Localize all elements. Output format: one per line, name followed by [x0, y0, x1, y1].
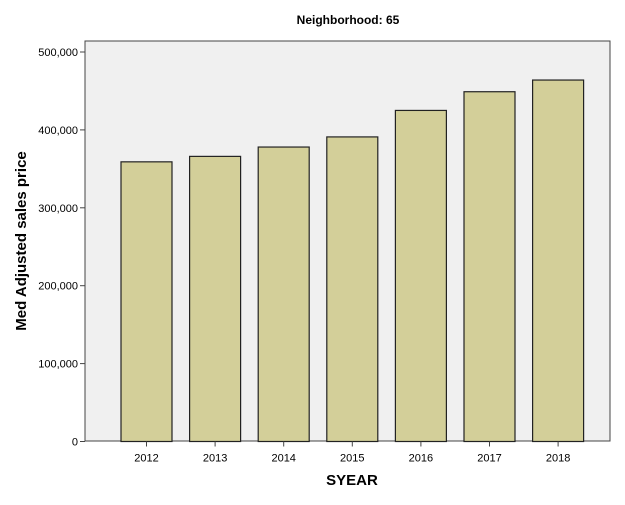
x-tick-label: 2015	[340, 453, 364, 465]
bar-2015	[326, 136, 379, 443]
x-tick-label: 2014	[271, 453, 295, 465]
bar-2017	[463, 91, 516, 443]
y-tick-label: 400,000	[38, 125, 78, 137]
x-axis: 2012 2013 2014 2015 2016 2017 2018	[134, 441, 570, 465]
bar-2018	[531, 79, 585, 443]
x-axis-label: SYEAR	[326, 472, 378, 489]
y-tick-label: 200,000	[38, 281, 78, 293]
x-tick-label: 2018	[546, 453, 570, 465]
x-tick-label: 2017	[477, 453, 501, 465]
y-tick-label: 300,000	[38, 203, 78, 215]
y-tick-label: 500,000	[38, 47, 78, 59]
bar-2013	[189, 155, 242, 443]
y-axis: 0 100,000 200,000 300,000 400,000 500,000	[38, 47, 85, 449]
bar-2016	[394, 109, 447, 443]
x-tick-label: 2013	[203, 453, 227, 465]
y-tick-label: 0	[72, 437, 78, 449]
bar-2014	[257, 146, 310, 443]
bars	[120, 79, 585, 443]
chart-title: Neighborhood: 65	[297, 13, 400, 27]
y-tick-label: 100,000	[38, 359, 78, 371]
x-tick-label: 2016	[409, 453, 433, 465]
x-tick-label: 2012	[134, 453, 158, 465]
bar-2012	[120, 161, 173, 443]
y-axis-label: Med Adjusted sales price	[13, 151, 30, 331]
